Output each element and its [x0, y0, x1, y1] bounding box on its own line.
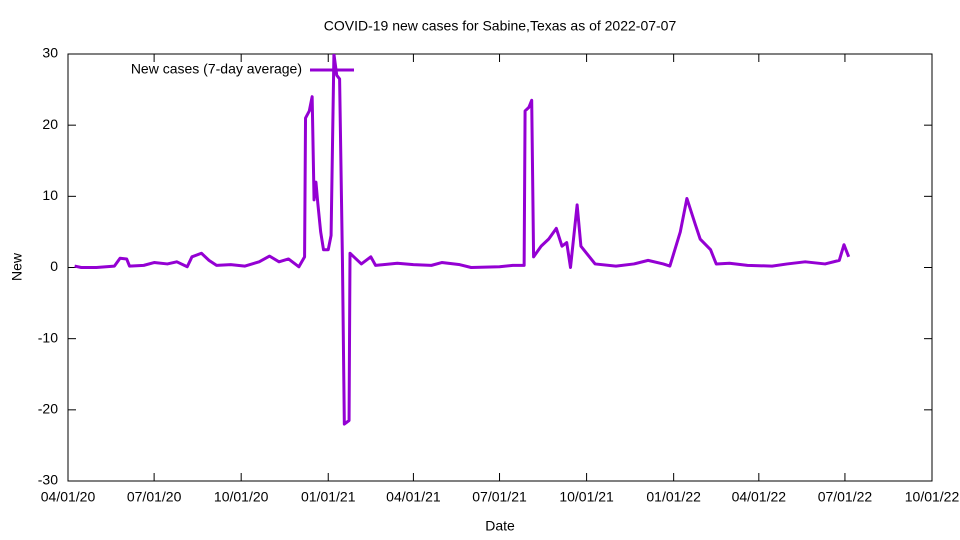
- x-tick-label: 10/01/21: [559, 489, 614, 505]
- y-tick-label: 0: [50, 258, 58, 274]
- x-tick-label: 04/01/20: [41, 489, 96, 505]
- legend-label: New cases (7-day average): [131, 61, 302, 77]
- y-tick-label: 30: [42, 45, 58, 61]
- x-tick-label: 07/01/22: [818, 489, 873, 505]
- y-tick-label: -30: [38, 472, 58, 488]
- y-tick-label: -10: [38, 329, 58, 345]
- x-tick-label: 07/01/21: [472, 489, 527, 505]
- x-tick-label: 04/01/21: [386, 489, 441, 505]
- x-tick-label: 04/01/22: [732, 489, 787, 505]
- y-tick-label: -20: [38, 401, 58, 417]
- y-tick-label: 20: [42, 116, 58, 132]
- y-tick-label: 10: [42, 187, 58, 203]
- x-axis-label: Date: [485, 518, 515, 534]
- x-tick-label: 10/01/22: [905, 489, 960, 505]
- chart-title: COVID-19 new cases for Sabine,Texas as o…: [324, 18, 677, 34]
- x-tick-label: 01/01/21: [301, 489, 356, 505]
- x-tick-label: 10/01/20: [214, 489, 269, 505]
- y-axis-label: New: [9, 252, 25, 281]
- x-tick-label: 07/01/20: [127, 489, 182, 505]
- x-tick-label: 01/01/22: [646, 489, 701, 505]
- data-line: [74, 54, 851, 426]
